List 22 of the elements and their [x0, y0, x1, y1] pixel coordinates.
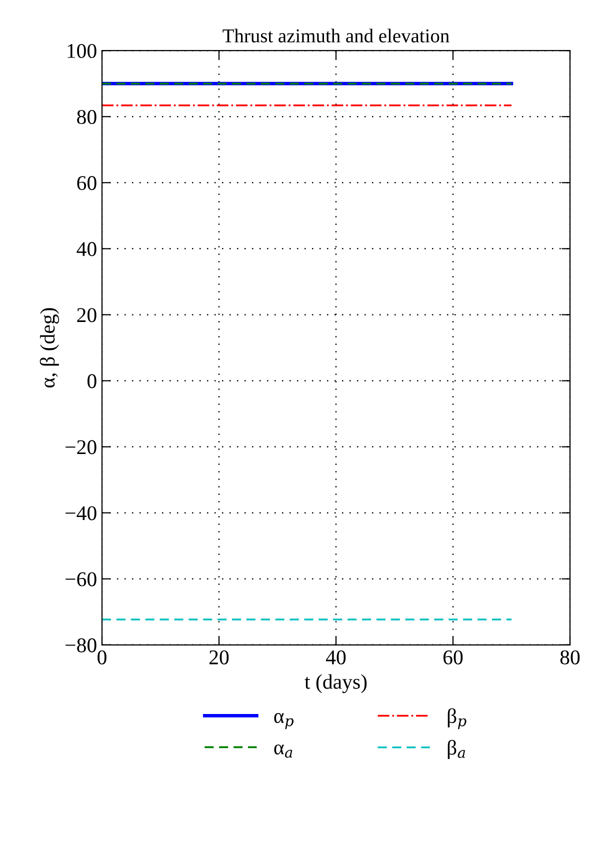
y-tick-label: −60 [66, 572, 96, 586]
y-tick-label: 100 [68, 44, 96, 58]
x-tick-label: 20 [210, 650, 229, 664]
legend-label: α$_{p}$ [274, 713, 294, 730]
y-axis-title: α, β (deg) [40, 308, 59, 388]
x-axis-title: t (days) [304, 674, 367, 694]
legend-label: α$_{a}$ [274, 744, 292, 758]
x-tick-label: 60 [443, 650, 463, 664]
legend-label: β$_{p}$ [448, 708, 466, 730]
x-tick-label: 40 [326, 650, 346, 664]
y-tick-label: 80 [77, 110, 96, 124]
y-tick-label: 40 [76, 242, 96, 256]
legend-label: β$_{a}$ [448, 740, 466, 759]
y-tick-label: 0 [88, 374, 96, 388]
y-tick-label: 60 [77, 176, 96, 190]
y-tick-label: −40 [66, 506, 96, 520]
x-tick-label: 80 [560, 650, 580, 664]
y-tick-label: 20 [77, 308, 96, 322]
y-tick-label: −80 [66, 638, 96, 652]
y-tick-label: −20 [66, 440, 96, 454]
x-tick-label: 0 [98, 650, 106, 664]
chart-title: Thrust azimuth and elevation [222, 28, 450, 42]
